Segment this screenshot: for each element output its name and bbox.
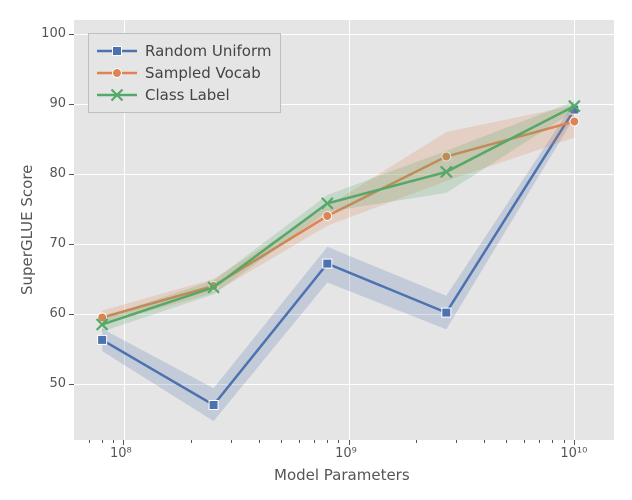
x-tick-label: 10¹⁰ bbox=[560, 446, 587, 461]
y-tick-label: 50 bbox=[49, 376, 66, 391]
y-tick-label: 70 bbox=[49, 236, 66, 251]
y-tick-label: 100 bbox=[41, 26, 66, 41]
legend-label: Random Uniform bbox=[145, 42, 272, 60]
x-tick-label: 10⁸ bbox=[110, 446, 132, 461]
y-tick-label: 80 bbox=[49, 166, 66, 181]
x-tick-label: 10⁹ bbox=[335, 446, 357, 461]
legend: Random Uniform Sampled Vocab Class Label bbox=[88, 33, 281, 113]
x-axis-label: Model Parameters bbox=[274, 466, 410, 484]
legend-label: Class Label bbox=[145, 86, 230, 104]
y-tick-label: 90 bbox=[49, 96, 66, 111]
y-axis-label: SuperGLUE Score bbox=[18, 165, 36, 295]
legend-item: Sampled Vocab bbox=[97, 62, 272, 84]
y-tick-label: 60 bbox=[49, 306, 66, 321]
legend-item: Class Label bbox=[97, 84, 272, 106]
legend-item: Random Uniform bbox=[97, 40, 272, 62]
legend-label: Sampled Vocab bbox=[145, 64, 261, 82]
